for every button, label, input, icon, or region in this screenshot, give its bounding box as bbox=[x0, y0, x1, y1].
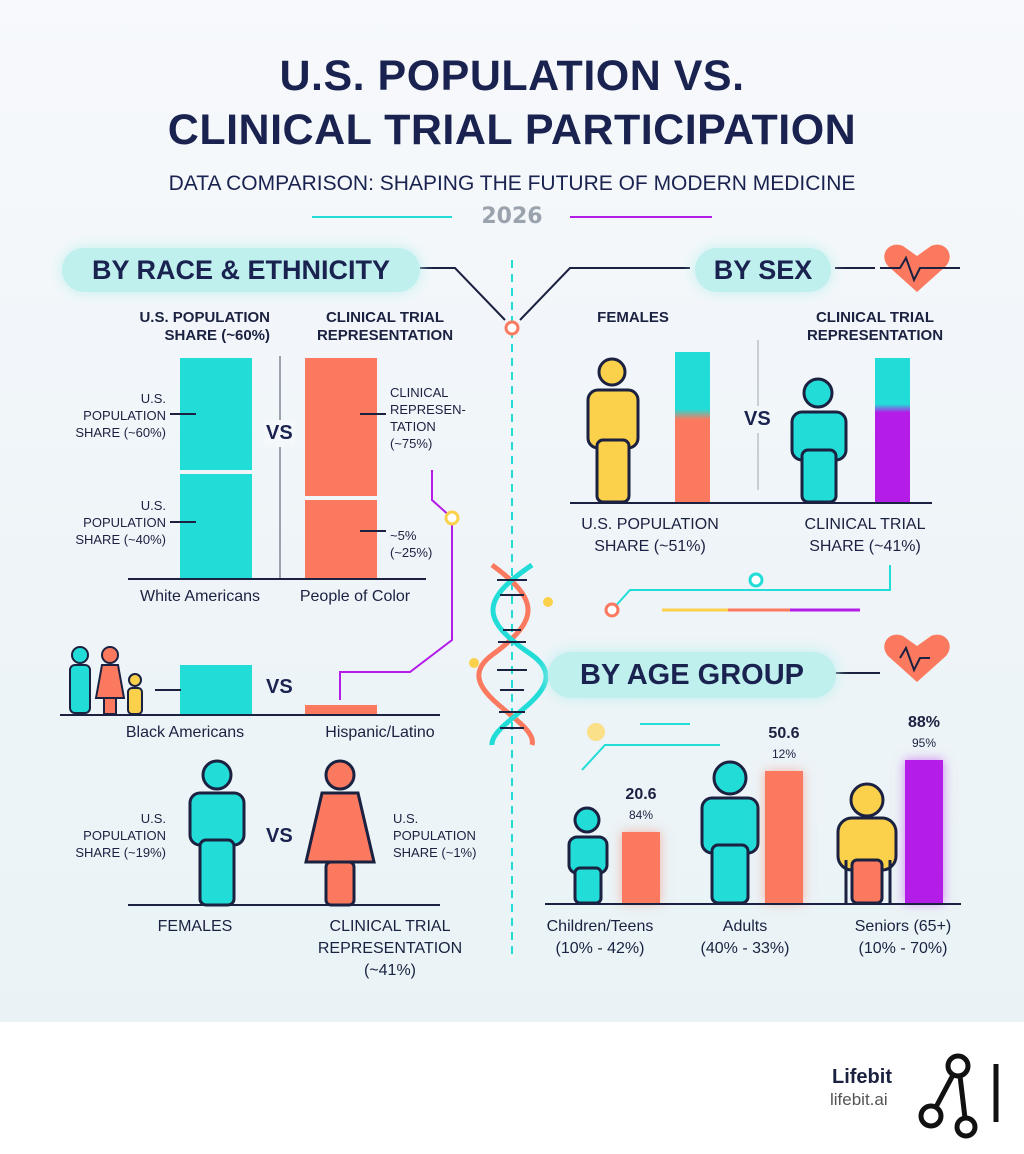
bar-hispanic bbox=[305, 705, 377, 715]
cat-females: FEMALES bbox=[157, 918, 233, 935]
race-fig-right-label: U.S. POPULATION SHARE (~1%) bbox=[393, 811, 477, 860]
bar-poc-top bbox=[305, 358, 377, 496]
heart-icon bbox=[884, 634, 950, 682]
bar-females-population bbox=[675, 352, 710, 502]
race-connector bbox=[420, 267, 506, 321]
year: 2026 bbox=[481, 204, 543, 229]
age-heading: BY AGE GROUP bbox=[548, 652, 836, 698]
brand-url[interactable]: lifebit.ai bbox=[830, 1090, 888, 1109]
bar-poc-bottom bbox=[305, 500, 377, 578]
female-figure-icon bbox=[304, 759, 376, 907]
adult-figure-icon bbox=[700, 760, 760, 905]
family-icon bbox=[69, 646, 143, 715]
vs-label: VS bbox=[742, 406, 773, 433]
race-left-top-label: U.S. POPULATION SHARE (~60%) bbox=[75, 391, 166, 440]
age-sub-label: 12% bbox=[771, 747, 797, 761]
age-category-label: Adults (40% - 33%) bbox=[700, 918, 790, 957]
race-fig-left-label: U.S. POPULATION SHARE (~19%) bbox=[75, 811, 166, 860]
sex-connector bbox=[519, 267, 690, 321]
footer: Lifebit lifebit.ai bbox=[0, 1022, 1024, 1154]
vs-label: VS bbox=[264, 420, 295, 447]
race-left-bottom-label: U.S. POPULATION SHARE (~40%) bbox=[75, 498, 166, 547]
divider-right bbox=[570, 216, 712, 218]
male-figure-icon bbox=[188, 759, 246, 907]
divider-left bbox=[312, 216, 452, 218]
brand-name: Lifebit bbox=[832, 1066, 892, 1088]
age-value-label: 20.6 bbox=[625, 786, 657, 803]
age-bar bbox=[622, 832, 660, 903]
age-bar bbox=[905, 760, 943, 903]
cat-us-population-share: U.S. POPULATION SHARE (~51%) bbox=[581, 516, 719, 555]
race-right-bottom-label: ~5% (~25%) bbox=[390, 528, 433, 560]
dna-helix-icon bbox=[476, 562, 549, 746]
race-heading: BY RACE & ETHNICITY bbox=[62, 248, 420, 292]
title-line-1: U.S. POPULATION VS. bbox=[279, 52, 745, 100]
female-figure-icon bbox=[586, 357, 640, 504]
vs-label: VS bbox=[266, 676, 293, 698]
subtitle: DATA COMPARISON: SHAPING THE FUTURE OF M… bbox=[168, 172, 856, 195]
cat-hispanic-latino: Hispanic/Latino bbox=[325, 724, 435, 741]
infographic-canvas: U.S. POPULATION VS. CLINICAL TRIAL PARTI… bbox=[0, 0, 1024, 1022]
sex-heading: BY SEX bbox=[695, 248, 831, 292]
age-sub-label: 84% bbox=[628, 808, 654, 822]
age-value-label: 50.6 bbox=[768, 725, 800, 742]
race-col-left: U.S. POPULATION SHARE (~60%) bbox=[139, 309, 270, 344]
lifebit-logo-icon bbox=[918, 1053, 999, 1139]
race-right-top-label: CLINICAL REPRESEN- TATION (~75%) bbox=[390, 385, 466, 451]
node-dot bbox=[504, 320, 520, 336]
bar-white-bottom bbox=[180, 474, 252, 578]
bar-black-americans bbox=[180, 665, 252, 715]
age-category-label: Children/Teens (10% - 42%) bbox=[546, 918, 654, 957]
cat-white-americans: White Americans bbox=[139, 588, 261, 605]
heart-icon bbox=[880, 244, 960, 292]
child-figure-icon bbox=[567, 806, 609, 905]
cat-clinical-trial-representation: CLINICAL TRIAL REPRESENTATION (~41%) bbox=[317, 918, 463, 979]
cat-black-americans: Black Americans bbox=[125, 724, 245, 741]
age-value-label: 88% bbox=[907, 714, 941, 731]
cat-people-of-color: People of Color bbox=[299, 588, 411, 605]
age-bar bbox=[765, 771, 803, 903]
age-category-label: Seniors (65+) (10% - 70%) bbox=[854, 918, 952, 957]
senior-figure-icon bbox=[836, 782, 898, 905]
bar-trial-share bbox=[875, 358, 910, 502]
vs-label: VS bbox=[266, 825, 293, 847]
cat-clinical-trial-share: CLINICAL TRIAL SHARE (~41%) bbox=[804, 516, 926, 555]
race-col-right: CLINICAL TRIAL REPRESENTATION bbox=[316, 309, 454, 344]
sex-col-right: CLINICAL TRIAL REPRESENTATION bbox=[806, 309, 944, 344]
title-line-2: CLINICAL TRIAL PARTICIPATION bbox=[167, 106, 857, 154]
age-sub-label: 95% bbox=[911, 736, 937, 750]
sex-col-left: FEMALES bbox=[597, 309, 669, 326]
male-figure-icon bbox=[790, 377, 848, 504]
